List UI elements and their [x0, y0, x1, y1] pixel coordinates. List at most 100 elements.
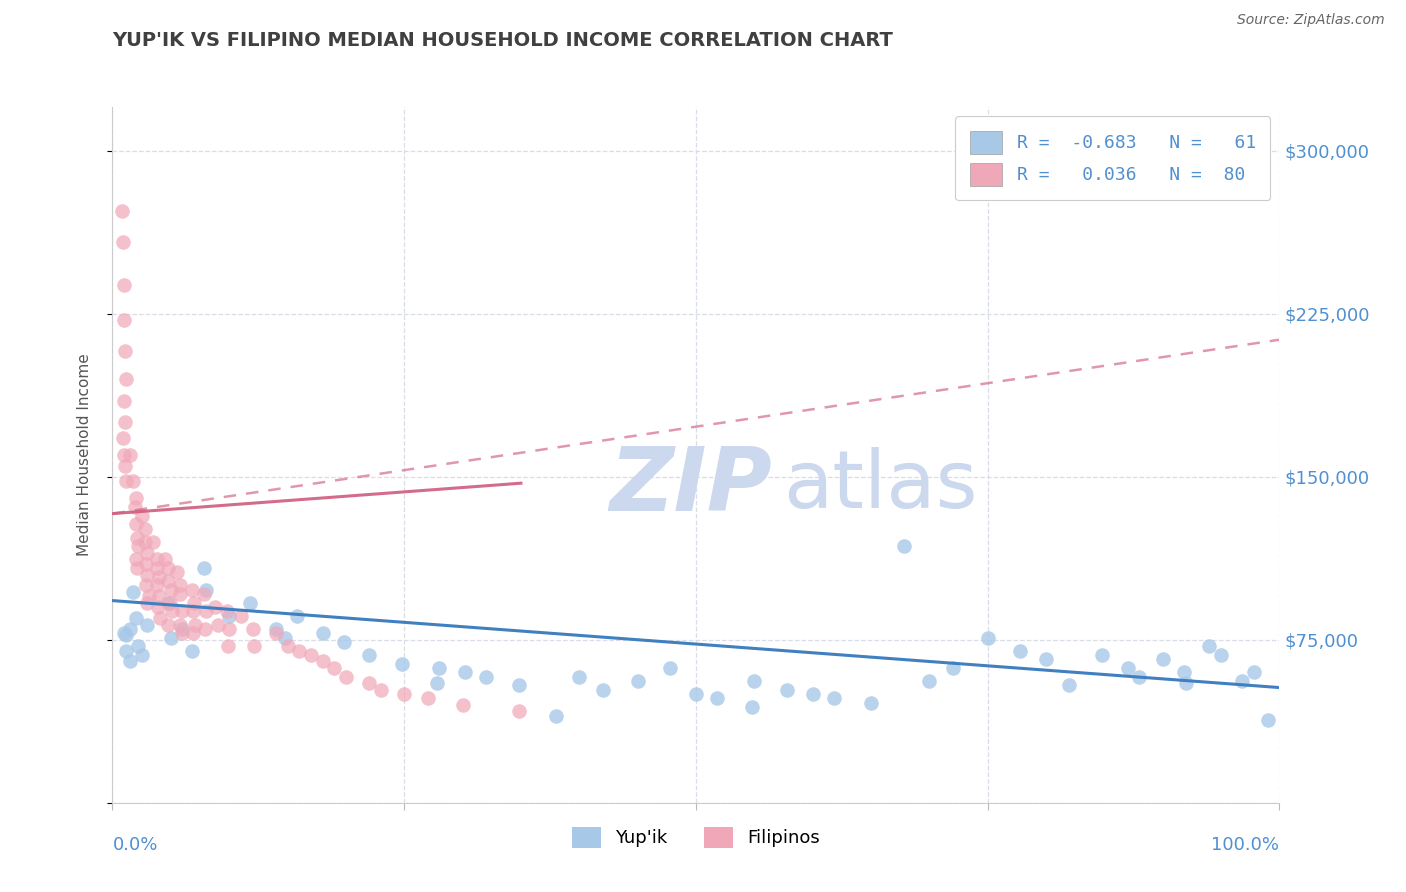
Point [217, 639, 239, 653]
Point [1035, 652, 1057, 666]
Point [242, 639, 264, 653]
Point [568, 670, 591, 684]
Point [118, 655, 141, 669]
Point [122, 585, 145, 599]
Point [134, 522, 156, 536]
Point [159, 596, 181, 610]
Point [1010, 643, 1032, 657]
Y-axis label: Median Household Income: Median Household Income [77, 353, 91, 557]
Point [1257, 713, 1279, 727]
Point [111, 235, 134, 249]
Point [311, 626, 333, 640]
Point [146, 600, 169, 615]
Point [823, 691, 845, 706]
Point [157, 561, 180, 575]
Point [627, 674, 650, 689]
Point [112, 278, 135, 293]
Text: YUP'IK VS FILIPINO MEDIAN HOUSEHOLD INCOME CORRELATION CHART: YUP'IK VS FILIPINO MEDIAN HOUSEHOLD INCO… [112, 31, 893, 50]
Point [859, 696, 883, 710]
Point [131, 508, 153, 523]
Point [136, 567, 159, 582]
Point [229, 608, 252, 623]
Point [288, 643, 311, 657]
Point [741, 700, 763, 714]
Point [112, 448, 135, 462]
Point [136, 596, 159, 610]
Point [1116, 661, 1139, 675]
Point [426, 676, 449, 690]
Point [544, 708, 567, 723]
Point [135, 578, 157, 592]
Point [127, 639, 149, 653]
Point [115, 372, 138, 386]
Point [115, 643, 138, 657]
Point [114, 343, 136, 358]
Point [1175, 676, 1198, 690]
Text: atlas: atlas [783, 447, 977, 525]
Text: ZIP: ZIP [609, 442, 772, 530]
Point [311, 655, 333, 669]
Legend: Yup'ik, Filipinos: Yup'ik, Filipinos [565, 820, 827, 855]
Point [166, 566, 188, 580]
Point [112, 393, 135, 408]
Point [359, 676, 381, 690]
Point [115, 474, 138, 488]
Point [454, 665, 477, 680]
Point [1243, 665, 1265, 680]
Point [180, 643, 202, 657]
Point [184, 617, 207, 632]
Point [114, 415, 136, 429]
Point [276, 639, 298, 653]
Point [706, 691, 728, 706]
Point [112, 626, 135, 640]
Point [359, 648, 381, 662]
Point [183, 596, 205, 610]
Point [136, 617, 159, 632]
Point [1230, 674, 1253, 689]
Point [1209, 648, 1232, 662]
Point [742, 674, 765, 689]
Point [1173, 665, 1195, 680]
Point [138, 589, 160, 603]
Point [124, 500, 146, 514]
Point [157, 574, 180, 588]
Point [134, 535, 156, 549]
Point [1059, 678, 1081, 692]
Point [204, 600, 226, 615]
Point [893, 539, 915, 553]
Point [508, 705, 530, 719]
Point [112, 313, 135, 327]
Point [160, 582, 183, 597]
Point [169, 617, 191, 632]
Point [193, 561, 215, 575]
Point [207, 617, 229, 632]
Point [427, 661, 450, 675]
Point [136, 546, 159, 560]
Point [392, 687, 416, 701]
Point [118, 448, 141, 462]
Point [1128, 670, 1150, 684]
Point [592, 682, 614, 697]
Point [193, 587, 215, 601]
Point [451, 698, 474, 712]
Point [285, 608, 308, 623]
Point [1198, 639, 1220, 653]
Point [215, 605, 238, 619]
Point [659, 661, 682, 675]
Point [416, 691, 439, 706]
Point [218, 622, 240, 636]
Point [131, 648, 153, 662]
Point [194, 605, 217, 619]
Point [122, 474, 145, 488]
Point [125, 561, 148, 575]
Point [125, 517, 148, 532]
Point [125, 552, 148, 566]
Point [160, 631, 183, 645]
Point [148, 589, 170, 603]
Text: Source: ZipAtlas.com: Source: ZipAtlas.com [1237, 13, 1385, 28]
Point [242, 622, 264, 636]
Point [146, 561, 169, 575]
Point [776, 682, 799, 697]
Point [181, 626, 204, 640]
Point [181, 605, 204, 619]
